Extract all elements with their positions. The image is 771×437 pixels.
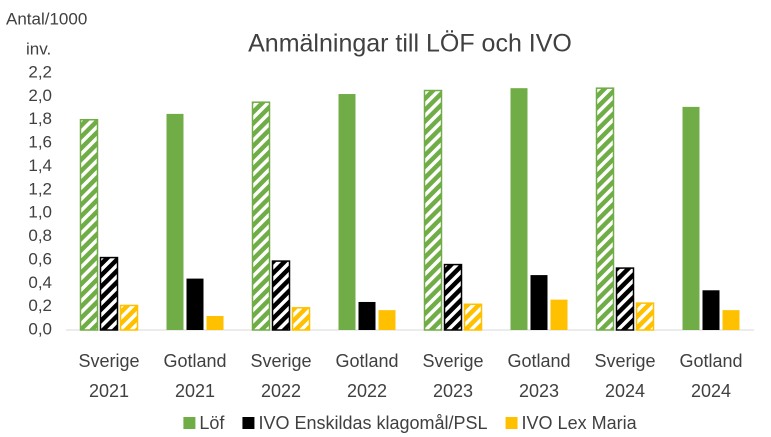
x-tick-label: Gotland	[163, 351, 226, 371]
bar	[79, 118, 99, 331]
bar	[378, 310, 396, 330]
x-tick-label: Sverige	[78, 351, 139, 371]
bar	[206, 315, 224, 330]
bar	[595, 87, 615, 331]
bar	[702, 290, 720, 330]
bar	[99, 256, 119, 331]
x-tick-label: 2021	[89, 381, 129, 401]
x-tick-label: 2023	[519, 381, 559, 401]
legend-label: IVO Lex Maria	[522, 413, 638, 433]
x-tick-label: 2022	[261, 381, 301, 401]
bar	[443, 263, 463, 331]
bar	[615, 267, 635, 331]
x-tick-label: 2024	[605, 381, 645, 401]
y-tick-label: 1,6	[28, 133, 52, 152]
y-tick-label: 1,8	[28, 109, 52, 128]
y-tick-label: 0,2	[28, 296, 52, 315]
bar	[251, 101, 271, 331]
legend-swatch	[242, 417, 255, 429]
chart-title: Anmälningar till LÖF och IVO	[248, 30, 572, 58]
x-tick-label: 2022	[347, 381, 387, 401]
y-tick-label: 1,4	[28, 156, 52, 175]
x-tick-label: 2024	[691, 381, 731, 401]
y-tick-label: 1,0	[28, 203, 52, 222]
bar	[510, 88, 528, 330]
bar	[186, 278, 204, 330]
bar	[682, 106, 700, 330]
x-tick-label: Gotland	[679, 351, 742, 371]
bar	[119, 304, 139, 331]
bar	[530, 275, 548, 330]
x-tick-label: 2023	[433, 381, 473, 401]
bar	[722, 310, 740, 330]
y-tick-label: 1,2	[28, 179, 52, 198]
bar	[291, 307, 311, 331]
bar	[550, 299, 568, 330]
x-tick-label: Sverige	[250, 351, 311, 371]
bar	[166, 113, 184, 331]
y-axis-label: Antal/1000	[6, 9, 87, 28]
x-tick-label: Sverige	[594, 351, 655, 371]
bar	[635, 302, 655, 331]
x-tick-label: 2021	[175, 381, 215, 401]
bar	[463, 303, 483, 331]
bar	[358, 301, 376, 330]
y-tick-label: 0,6	[28, 249, 52, 268]
y-tick-label: 2,0	[28, 86, 52, 105]
x-tick-label: Sverige	[422, 351, 483, 371]
x-tick-label: Gotland	[507, 351, 570, 371]
legend-swatch	[505, 417, 518, 429]
bar	[271, 260, 291, 331]
bar	[423, 89, 443, 331]
legend-label: IVO Enskildas klagomål/PSL	[258, 413, 487, 433]
legend-swatch	[183, 417, 196, 429]
y-tick-label: 2,2	[28, 62, 52, 81]
y-tick-label: 0,4	[28, 273, 52, 292]
y-axis-label: inv.	[26, 39, 51, 58]
y-tick-label: 0,8	[28, 226, 52, 245]
x-tick-label: Gotland	[335, 351, 398, 371]
bar	[338, 94, 356, 330]
y-tick-label: 0,0	[28, 319, 52, 338]
legend-label: Löf	[199, 413, 225, 433]
